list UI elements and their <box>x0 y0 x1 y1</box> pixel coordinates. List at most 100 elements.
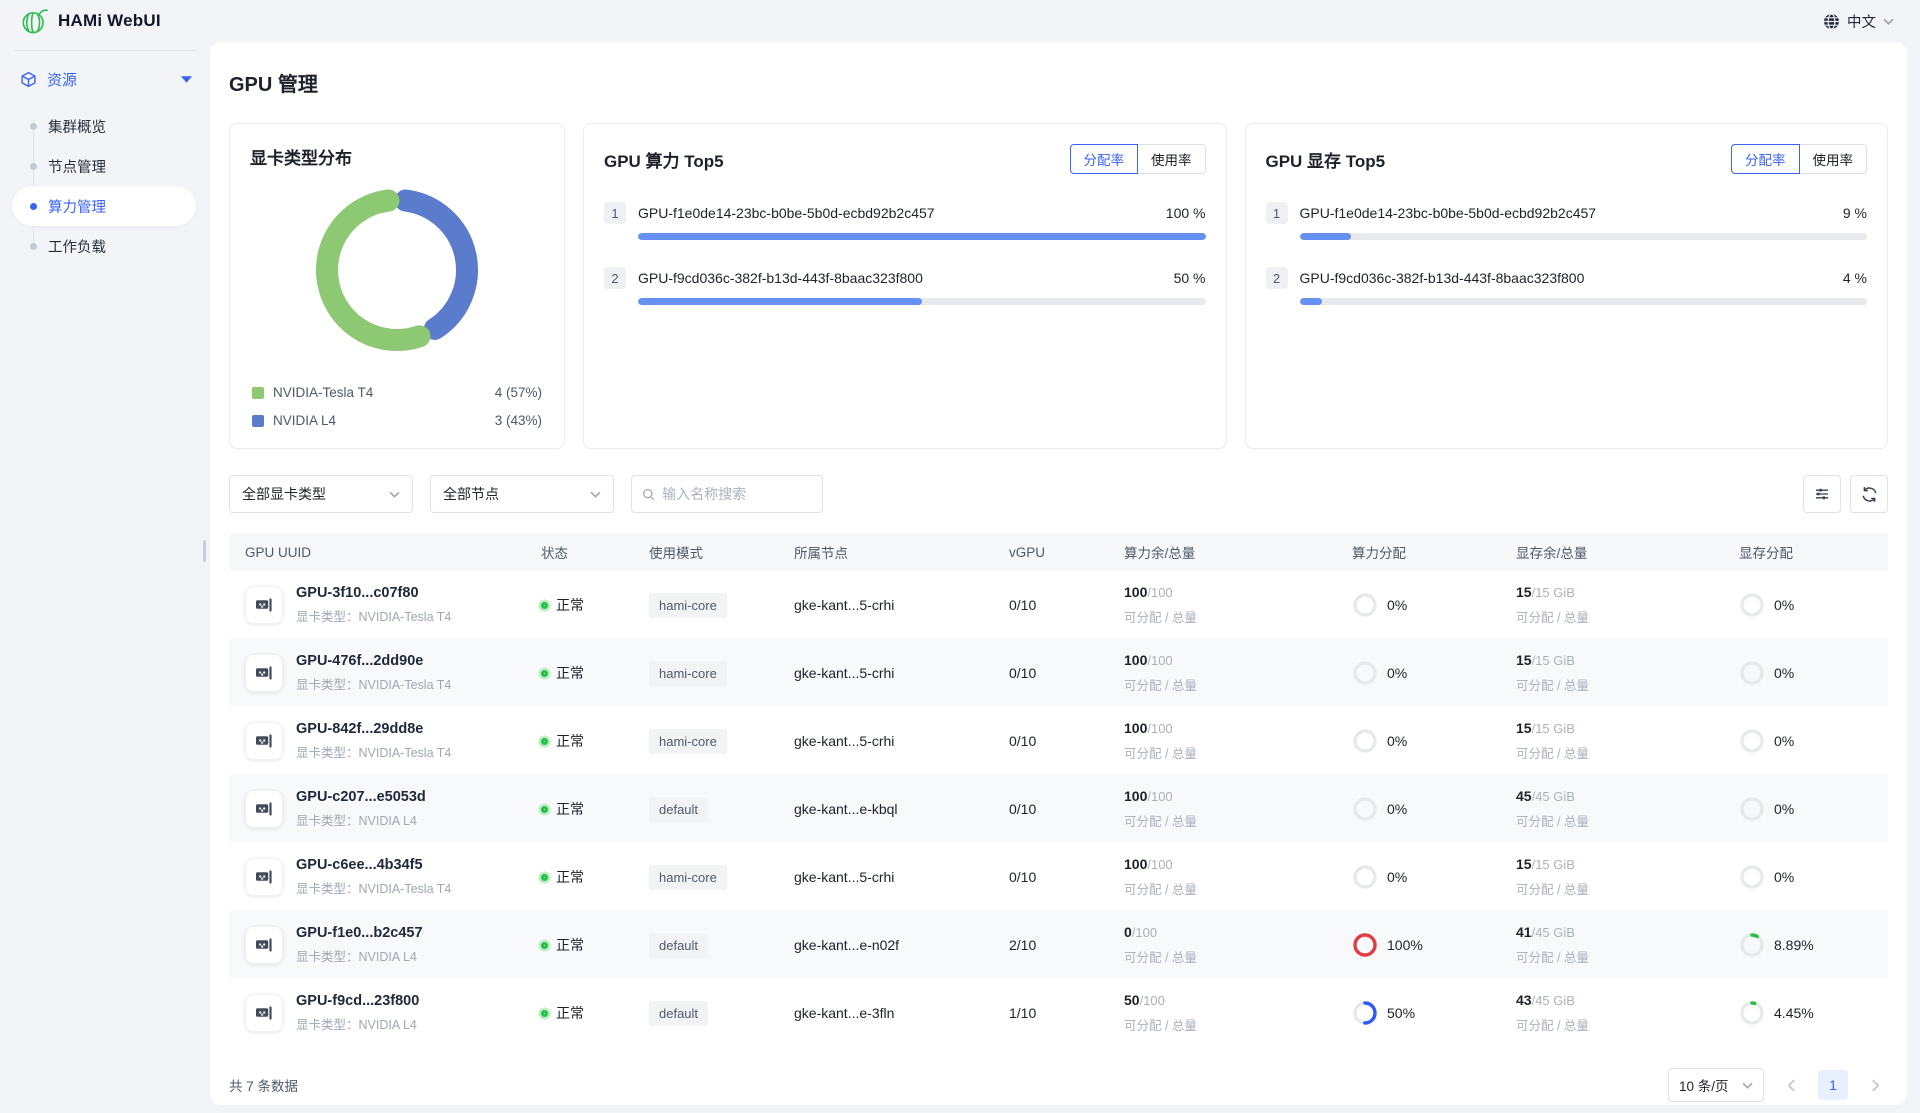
toggle-usage-rate[interactable]: 使用率 <box>1137 144 1206 174</box>
allocation-ring-icon <box>1740 593 1764 617</box>
sidebar-item-label: 集群概览 <box>48 119 106 136</box>
column-header-7: 显存余/总量 <box>1516 546 1588 561</box>
cell-node: gke-kant...5-crhi <box>794 733 895 749</box>
chevron-down-icon <box>1883 18 1894 25</box>
table-row-5[interactable]: GPU-f1e0...b2c457 显卡类型：NVIDIA L4 正常 default… <box>229 911 1888 979</box>
gpu-card-icon <box>245 722 283 760</box>
column-header-8: 显存分配 <box>1739 546 1793 561</box>
allocation-ring-icon <box>1740 661 1764 685</box>
toggle-usage-rate[interactable]: 使用率 <box>1798 144 1867 174</box>
compute-available: 50 <box>1124 992 1140 1008</box>
cell-mode: hami-core <box>649 592 794 618</box>
top-bar: HAMi WebUI 中文 <box>0 0 1920 42</box>
legend-value: 4 (57%) <box>494 385 542 400</box>
progress-track <box>638 298 1206 305</box>
pagination: 10 条/页 1 <box>1668 1068 1888 1102</box>
memory-total: /45 GiB <box>1531 993 1575 1008</box>
compute-total: /100 <box>1147 857 1173 872</box>
tree-bullet-icon <box>30 242 37 250</box>
memory-available: 15 <box>1516 584 1532 600</box>
table-row-4[interactable]: GPU-c6ee...4b34f5 显卡类型：NVIDIA-Tesla T4 正常 h… <box>229 843 1888 911</box>
legend-label: NVIDIA L4 <box>273 413 337 428</box>
table-row-0[interactable]: GPU-3f10...c07f80 显卡类型：NVIDIA-Tesla T4 正常 h… <box>229 571 1888 639</box>
legend-swatch-icon <box>252 414 264 427</box>
next-page-button[interactable] <box>1862 1072 1888 1098</box>
capacity-caption: 可分配 / 总量 <box>1124 815 1197 829</box>
sidebar-item-0[interactable]: 集群概览 <box>0 106 210 146</box>
capacity-caption: 可分配 / 总量 <box>1124 611 1197 625</box>
refresh-button[interactable] <box>1850 475 1888 513</box>
gpu-type-select[interactable]: 全部显卡类型 <box>229 475 413 513</box>
sidebar-item-3[interactable]: 工作负载 <box>0 226 210 266</box>
legend-row-1: NVIDIA L4 3 (43%) <box>252 413 542 428</box>
gpu-memory-top5-card: GPU 显存 Top5 分配率 使用率 1 GPU-f1e0de14-23bc-b… <box>1244 123 1888 449</box>
compute-allocation-text: 100% <box>1387 937 1423 953</box>
gpu-uuid-text: GPU-3f10...c07f80 <box>296 585 419 601</box>
memory-allocation-text: 8.89% <box>1774 937 1814 953</box>
top5-item-1: 2 GPU-f9cd036c-382f-b13d-443f-8baac323f80… <box>604 267 1206 305</box>
node-select[interactable]: 全部节点 <box>430 475 614 513</box>
compute-allocation-text: 50% <box>1387 1005 1416 1021</box>
page-number-1[interactable]: 1 <box>1818 1070 1848 1100</box>
language-selector[interactable]: 中文 <box>1823 0 1894 42</box>
search-input[interactable] <box>662 486 812 502</box>
table-row-1[interactable]: GPU-476f...2dd90e 显卡类型：NVIDIA-Tesla T4 正常 h… <box>229 639 1888 707</box>
percent-text: 4 % <box>1842 270 1867 286</box>
caret-down-icon[interactable] <box>181 76 192 83</box>
compute-available: 100 <box>1124 856 1148 872</box>
gpu-uuid-text: GPU-f1e0de14-23bc-b0be-5b0d-ecbd92b2c457 <box>1299 205 1597 221</box>
allocation-ring-icon <box>1740 933 1764 957</box>
mode-tag: hami-core <box>649 728 727 754</box>
compute-available: 100 <box>1124 652 1148 668</box>
cell-gpu-uuid: GPU-f9cd...23f800 显卡类型：NVIDIA L4 <box>229 993 541 1033</box>
table-row-3[interactable]: GPU-c207...e5053d 显卡类型：NVIDIA L4 正常 default… <box>229 775 1888 843</box>
sidebar-item-2[interactable]: 算力管理 <box>12 186 196 226</box>
sidebar: 资源 集群概览节点管理 算力管理 工作负载 <box>0 42 210 1113</box>
node-select-value: 全部节点 <box>443 486 499 502</box>
progress-track <box>1299 298 1867 305</box>
cell-memory-capacity: 45/45 GiB 可分配 / 总量 <box>1516 788 1739 830</box>
tree-bullet-icon <box>30 162 37 170</box>
cell-memory-allocation: 8.89% <box>1739 932 1888 958</box>
cell-compute-capacity: 100/100 可分配 / 总量 <box>1124 720 1352 762</box>
cell-compute-capacity: 100/100 可分配 / 总量 <box>1124 788 1352 830</box>
sidebar-item-1[interactable]: 节点管理 <box>0 146 210 186</box>
progress-track <box>638 233 1206 240</box>
sidebar-group-resources[interactable]: 资源 <box>0 51 210 104</box>
sidebar-collapse-handle[interactable] <box>203 540 206 562</box>
tree-bullet-icon <box>30 122 37 130</box>
memory-allocation-text: 0% <box>1774 665 1795 681</box>
donut-legend: NVIDIA-Tesla T4 4 (57%) NVIDIA L4 3 (43%) <box>250 372 544 428</box>
cell-compute-allocation: 0% <box>1352 728 1516 754</box>
capacity-caption: 可分配 / 总量 <box>1516 611 1589 625</box>
prev-page-button[interactable] <box>1778 1072 1804 1098</box>
table-row-6[interactable]: GPU-f9cd...23f800 显卡类型：NVIDIA L4 正常 default… <box>229 979 1888 1047</box>
cell-status: 正常 <box>541 595 649 615</box>
memory-total: /15 GiB <box>1531 585 1575 600</box>
gpu-type-text: 显卡类型：NVIDIA L4 <box>296 950 417 964</box>
gpu-card-icon <box>245 654 283 692</box>
column-settings-button[interactable] <box>1803 475 1841 513</box>
brand: HAMi WebUI <box>0 7 161 35</box>
cell-compute-allocation: 0% <box>1352 660 1516 686</box>
cell-vgpu: 0/10 <box>1009 801 1037 817</box>
mode-tag: hami-core <box>649 592 727 618</box>
memory-available: 15 <box>1516 720 1532 736</box>
table-row-2[interactable]: GPU-842f...29dd8e 显卡类型：NVIDIA-Tesla T4 正常 h… <box>229 707 1888 775</box>
page-size-select[interactable]: 10 条/页 <box>1668 1068 1764 1102</box>
status-ok-icon <box>541 1009 548 1017</box>
cell-compute-allocation: 0% <box>1352 592 1516 618</box>
cell-vgpu: 2/10 <box>1009 937 1037 953</box>
compute-allocation-text: 0% <box>1387 869 1408 885</box>
search-icon <box>643 488 655 500</box>
gpu-uuid-text: GPU-f1e0...b2c457 <box>296 925 423 941</box>
cell-memory-allocation: 0% <box>1739 864 1888 890</box>
memory-total: /45 GiB <box>1531 789 1575 804</box>
status-ok-icon <box>541 669 548 677</box>
toggle-allocation-rate[interactable]: 分配率 <box>1731 144 1800 174</box>
allocation-ring-icon <box>1353 661 1377 685</box>
compute-allocation-text: 0% <box>1387 597 1408 613</box>
toggle-allocation-rate[interactable]: 分配率 <box>1069 144 1138 174</box>
cell-node: gke-kant...5-crhi <box>794 869 895 885</box>
gpu-compute-top5-card: GPU 算力 Top5 分配率 使用率 1 GPU-f1e0de14-23bc-b… <box>583 123 1227 449</box>
